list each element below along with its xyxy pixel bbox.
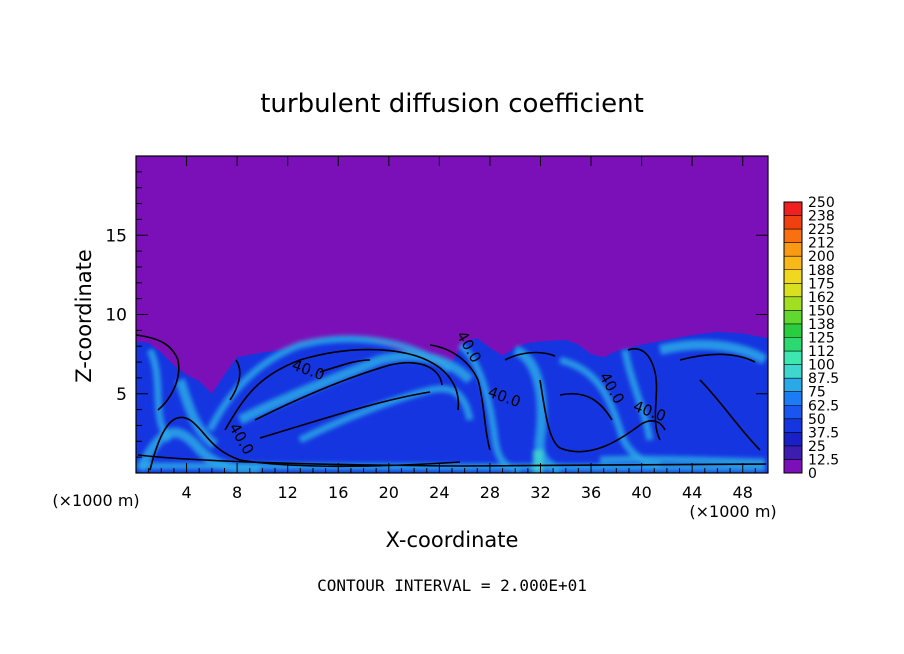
colorbar-label: 238 xyxy=(808,209,835,225)
colorbar-swatch xyxy=(784,432,802,447)
colorbar-swatch xyxy=(784,459,802,474)
colorbar-swatch xyxy=(784,445,802,460)
colorbar-label: 162 xyxy=(808,290,835,306)
colorbar-label: 225 xyxy=(808,222,835,238)
contour-line xyxy=(259,391,431,439)
swirl-band xyxy=(621,349,654,441)
contour-line xyxy=(699,379,761,451)
x-tick-label: 4 xyxy=(181,483,191,502)
colorbar-swatch xyxy=(784,378,802,393)
y-axis-label: Z-coordinate xyxy=(72,249,96,383)
swirl-band xyxy=(658,339,768,365)
contour-line xyxy=(254,361,443,421)
contour-line xyxy=(137,454,767,467)
chart-title: turbulent diffusion coefficient xyxy=(260,89,644,119)
contour-line xyxy=(224,348,460,431)
colorbar-label: 250 xyxy=(808,195,835,211)
colorbar-swatch xyxy=(784,215,802,230)
contour-line xyxy=(539,379,666,453)
colorbar-label: 75 xyxy=(808,385,826,401)
contour-line xyxy=(679,353,756,363)
y-axis-ticks: 5 10 15 xyxy=(105,171,768,458)
colorbar xyxy=(783,201,803,474)
y-unit-label: (×1000 m) xyxy=(52,491,139,510)
swirl-band xyxy=(298,385,474,444)
contour-line xyxy=(559,393,613,421)
colorbar-swatch xyxy=(784,269,802,284)
swirl-band xyxy=(146,348,173,443)
x-tick-label: 48 xyxy=(733,483,753,502)
colorbar-swatch xyxy=(784,405,802,420)
colorbar-swatch xyxy=(784,242,802,257)
colorbar-label: 100 xyxy=(808,358,835,374)
x-tick-label: 24 xyxy=(429,483,449,502)
contour-line xyxy=(319,359,371,373)
colorbar-swatch xyxy=(784,283,802,298)
swirl-band xyxy=(512,345,562,473)
colorbar-swatch xyxy=(784,256,802,271)
contour-lines xyxy=(136,334,767,471)
colorbar-label: 50 xyxy=(808,412,826,428)
colorbar-swatch xyxy=(784,310,802,325)
x-tick-label: 8 xyxy=(232,483,242,502)
colorbar-label: 112 xyxy=(808,344,835,360)
colorbar-label: 12.5 xyxy=(808,452,839,468)
turbulent-layer xyxy=(136,331,768,473)
plot-area: 40.040.040.0 40.040.040.0 xyxy=(136,156,768,473)
swirl-band xyxy=(599,455,766,466)
colorbar-swatch xyxy=(784,351,802,365)
colorbar-label: 138 xyxy=(808,317,835,333)
colorbar-label: 200 xyxy=(808,249,835,265)
x-axis-label: X-coordinate xyxy=(386,528,519,552)
contour-line xyxy=(504,351,556,361)
colorbar-label: 212 xyxy=(808,236,835,252)
y-tick-label: 15 xyxy=(105,226,127,246)
colorbar-swatch xyxy=(784,391,802,406)
colorbar-label: 188 xyxy=(808,263,835,279)
x-tick-label: 36 xyxy=(581,483,601,502)
x-tick-label: 32 xyxy=(530,483,550,502)
colorbar-label: 150 xyxy=(808,303,835,319)
colorbar-label: 62.5 xyxy=(808,398,839,414)
x-tick-label: 12 xyxy=(278,483,298,502)
colorbar-labels: 012.52537.55062.57587.510011212513815016… xyxy=(808,195,839,482)
x-tick-label: 28 xyxy=(480,483,500,502)
colorbar-swatch xyxy=(784,364,802,379)
y-tick-label: 5 xyxy=(116,385,127,405)
contour-line xyxy=(229,359,241,401)
colorbar-label: 175 xyxy=(808,276,835,292)
colorbar-swatch xyxy=(784,323,802,338)
colorbar-label: 0 xyxy=(808,466,817,482)
x-tick-label: 44 xyxy=(682,483,702,502)
colorbar-label: 25 xyxy=(808,439,826,455)
x-tick-label: 40 xyxy=(631,483,651,502)
colorbar-swatch xyxy=(784,337,802,352)
colorbar-label: 125 xyxy=(808,331,835,347)
colorbar-label: 37.5 xyxy=(808,425,839,441)
colorbar-swatch xyxy=(784,229,802,244)
contour-line xyxy=(627,348,661,441)
colorbar-swatch xyxy=(784,296,802,311)
hotspot xyxy=(533,450,543,473)
swirl-band xyxy=(139,462,766,472)
colorbar-swatch xyxy=(784,202,802,216)
x-unit-label: (×1000 m) xyxy=(689,502,776,521)
x-axis-ticks: 4 8 12 16 20 24 28 32 36 40 44 48 xyxy=(148,156,756,502)
x-tick-label: 16 xyxy=(328,483,348,502)
swirl-band xyxy=(237,351,474,425)
contour-interval-note: CONTOUR INTERVAL = 2.000E+01 xyxy=(317,576,587,595)
colorbar-swatch xyxy=(784,418,802,433)
colorbar-label: 87.5 xyxy=(808,371,839,387)
contour-line xyxy=(429,344,491,451)
contour-line xyxy=(136,334,180,411)
y-tick-label: 10 xyxy=(105,306,127,326)
x-tick-label: 20 xyxy=(379,483,399,502)
